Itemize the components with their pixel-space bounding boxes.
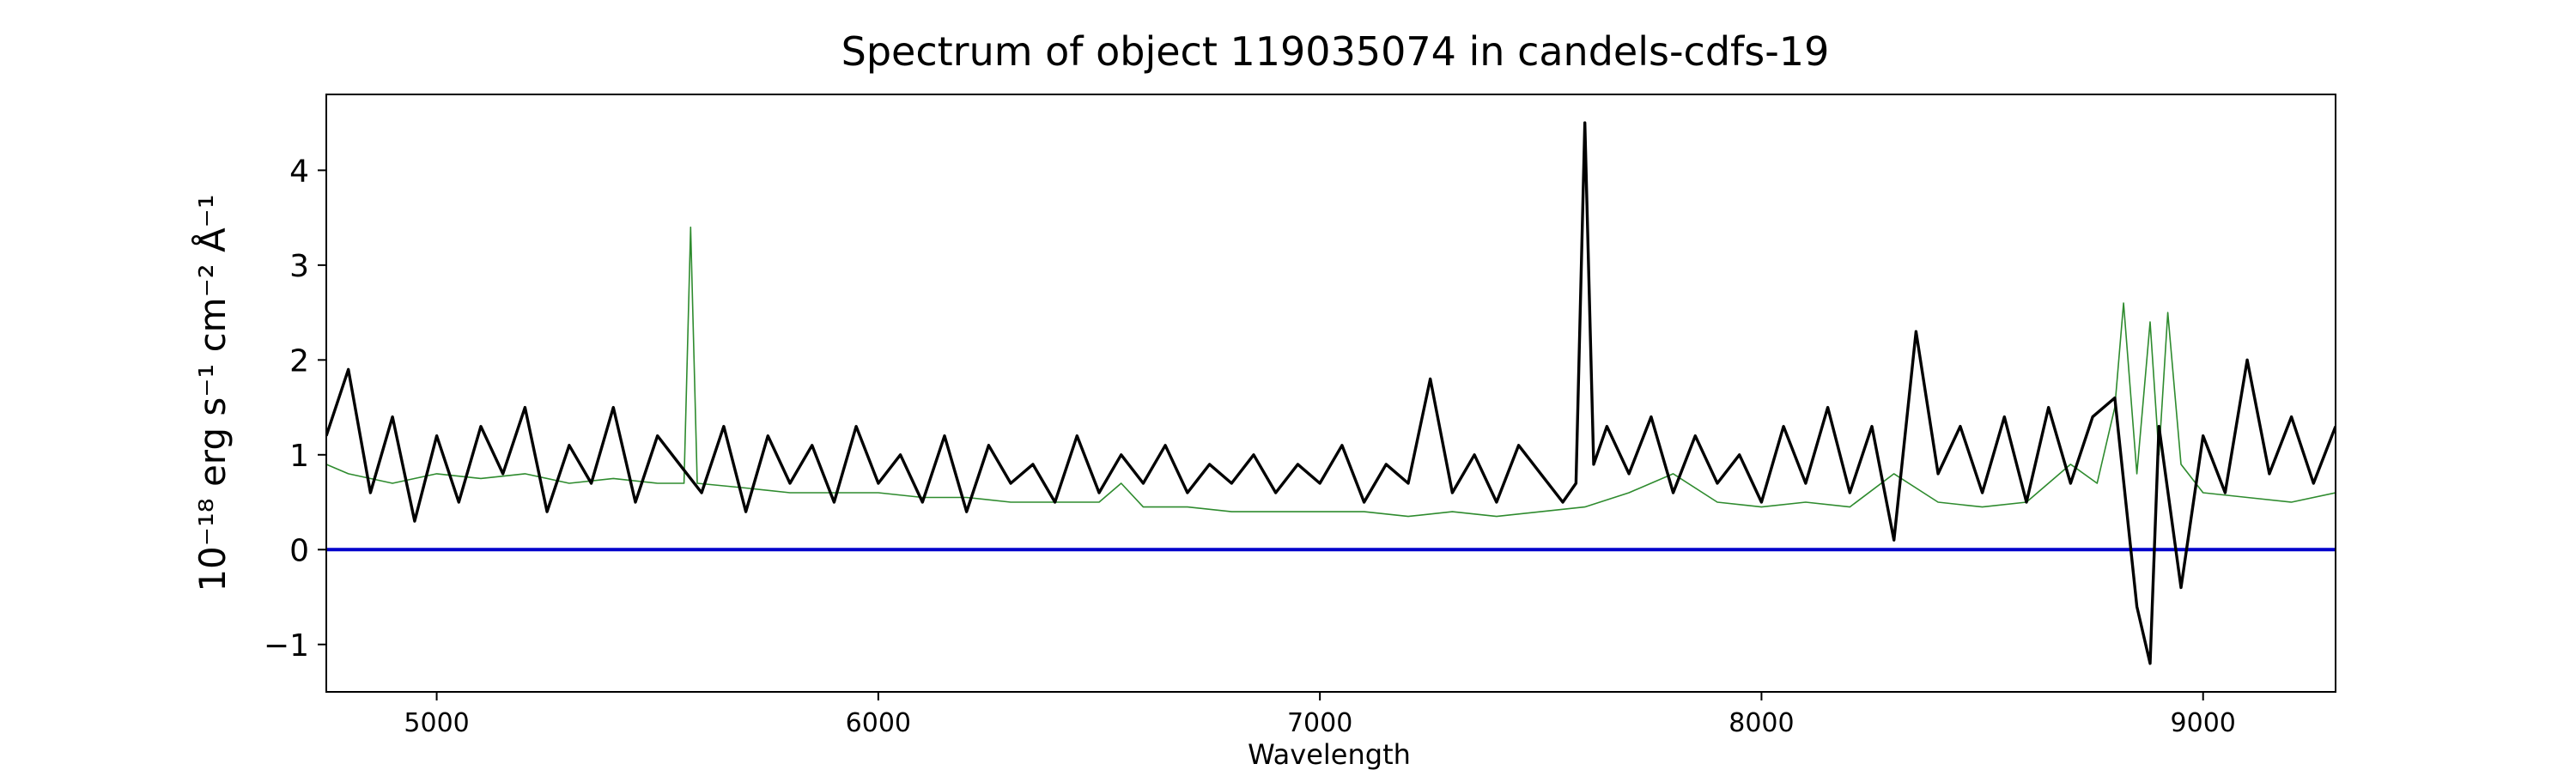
- series-layer: [326, 121, 2336, 665]
- x-tick-label: 5000: [404, 708, 469, 738]
- axis-ticks: 5000 6000 7000 8000 9000 −1 0 1 2 3 4: [264, 154, 2236, 738]
- y-tick-label: −1: [264, 628, 309, 664]
- plot-frame: [325, 94, 2336, 693]
- y-tick-label: 3: [289, 249, 309, 284]
- x-tick-label: 7000: [1287, 708, 1352, 738]
- flux-series-line: [326, 121, 2336, 665]
- y-tick-label: 1: [289, 439, 309, 474]
- y-axis-label-group: 10⁻¹⁸ erg s⁻¹ cm⁻² Å⁻¹: [191, 194, 234, 591]
- x-tick-label: 8000: [1728, 708, 1794, 738]
- x-axis-label: Wavelength: [1248, 738, 1411, 771]
- y-tick-label: 4: [289, 154, 309, 189]
- y-axis-label: 10⁻¹⁸ erg s⁻¹ cm⁻² Å⁻¹: [191, 194, 234, 591]
- y-tick-label: 0: [289, 533, 309, 568]
- x-tick-label: 6000: [846, 708, 911, 738]
- error-series-line: [326, 226, 2336, 518]
- x-tick-label: 9000: [2171, 708, 2236, 738]
- chart-title: Spectrum of object 119035074 in candels-…: [841, 28, 1830, 75]
- y-tick-label: 2: [289, 343, 309, 379]
